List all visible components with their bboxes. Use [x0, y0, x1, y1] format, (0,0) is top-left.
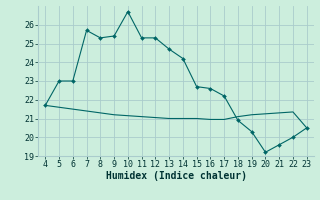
X-axis label: Humidex (Indice chaleur): Humidex (Indice chaleur) [106, 171, 246, 181]
